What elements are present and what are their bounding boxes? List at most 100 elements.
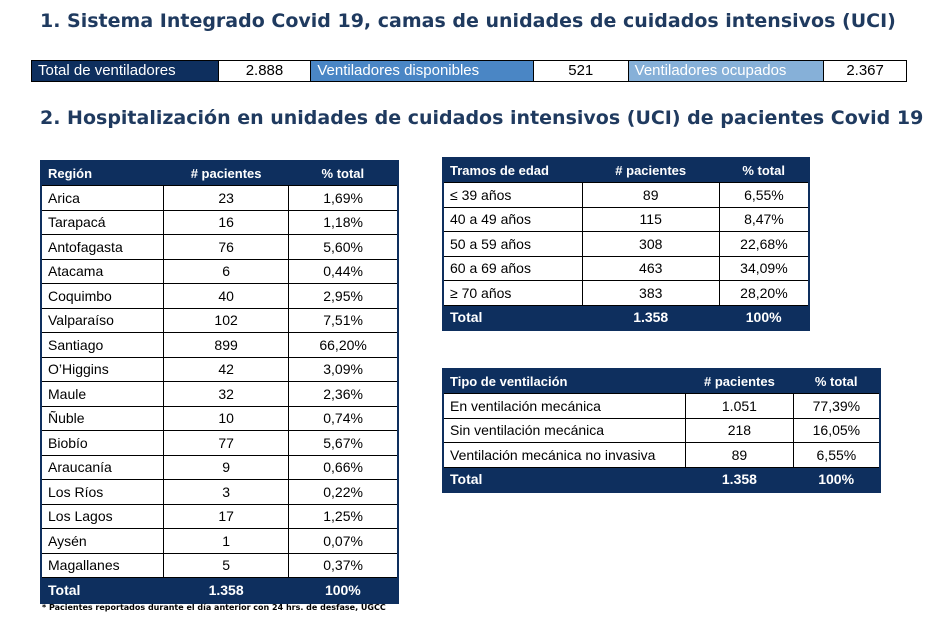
row-pacientes: 383 [581,280,720,306]
table-row: Arica 23 1,69% [40,185,399,211]
total-pacientes: 1.358 [163,577,289,603]
row-pacientes: 16 [162,209,290,235]
total-percent: 100% [719,305,809,330]
table-row: Coquimbo 40 2,95% [40,283,399,309]
ventiladores-ocupados-value: 2.367 [823,61,907,81]
total-row: Total 1.358 100% [41,577,398,603]
total-percent: 100% [793,467,880,492]
table-row: Atacama 6 0,44% [40,258,399,284]
total-row: Total 1.358 100% [443,305,809,330]
row-pacientes: 23 [162,185,290,211]
table-row: ≤ 39 años 89 6,55% [442,182,810,208]
edad-table: Tramos de edad # pacientes % total ≤ 39 … [442,157,810,331]
table-row: Los Lagos 17 1,25% [40,503,399,529]
total-label: Total [443,467,686,492]
row-pacientes: 89 [581,182,720,208]
row-percent: 0,07% [288,528,399,554]
row-percent: 28,20% [718,280,810,306]
row-pacientes: 899 [162,332,290,358]
row-pacientes: 77 [162,430,290,456]
table-row: Santiago 899 66,20% [40,332,399,358]
total-label: Total [41,577,164,603]
row-percent: 8,47% [718,206,810,232]
row-percent: 0,37% [288,552,399,578]
row-label: Araucanía [40,454,164,480]
section1-title: 1. Sistema Integrado Covid 19, camas de … [40,10,896,32]
header-tipo-ventilacion: Tipo de ventilación [443,369,686,394]
header-pacientes: # pacientes [685,369,794,394]
header-pacientes: # pacientes [163,161,289,186]
row-pacientes: 1.051 [685,393,794,419]
ventiladores-disponibles-label: Ventiladores disponibles [311,61,533,81]
total-percent: 100% [288,577,398,603]
ventiladores-ocupados-label: Ventiladores ocupados [628,61,824,81]
row-label: ≥ 70 años [442,280,583,306]
table-row: Tarapacá 16 1,18% [40,209,399,235]
table-row: Aysén 1 0,07% [40,528,399,554]
row-label: 60 a 69 años [442,255,583,281]
row-pacientes: 89 [685,442,794,468]
ventiladores-bar: Total de ventiladores 2.888 Ventiladores… [31,60,907,82]
header-pacientes: # pacientes [582,158,720,183]
row-percent: 16,05% [792,417,881,443]
row-label: 50 a 59 años [442,231,583,257]
table-row: 50 a 59 años 308 22,68% [442,231,810,257]
total-pacientes: 1.358 [685,467,794,492]
table-row: 40 a 49 años 115 8,47% [442,206,810,232]
table-row: Los Ríos 3 0,22% [40,479,399,505]
ventiladores-disponibles-value: 521 [532,61,629,81]
row-label: 40 a 49 años [442,206,583,232]
row-label: Maule [40,381,164,407]
row-label: Ñuble [40,405,164,431]
row-label: Aysén [40,528,164,554]
row-pacientes: 76 [162,234,290,260]
row-pacientes: 115 [581,206,720,232]
row-pacientes: 463 [581,255,720,281]
table-row: O’Higgins 42 3,09% [40,356,399,382]
row-pacientes: 1 [162,528,290,554]
total-ventiladores-label: Total de ventiladores [32,61,218,81]
row-label: Atacama [40,258,164,284]
total-ventiladores-value: 2.888 [217,61,312,81]
row-percent: 2,95% [288,283,399,309]
row-percent: 7,51% [288,307,399,333]
row-percent: 6,55% [718,182,810,208]
row-pacientes: 42 [162,356,290,382]
row-percent: 66,20% [288,332,399,358]
row-label: Antofagasta [40,234,164,260]
row-percent: 22,68% [718,231,810,257]
footnote: * Pacientes reportados durante el día an… [42,603,386,612]
row-percent: 0,66% [288,454,399,480]
row-percent: 1,18% [288,209,399,235]
row-percent: 5,67% [288,430,399,456]
total-pacientes: 1.358 [582,305,720,330]
row-label: Ventilación mecánica no invasiva [442,442,687,468]
table-row: Valparaíso 102 7,51% [40,307,399,333]
row-pacientes: 40 [162,283,290,309]
row-label: Los Lagos [40,503,164,529]
row-percent: 34,09% [718,255,810,281]
table-row: Magallanes 5 0,37% [40,552,399,578]
row-label: Sin ventilación mecánica [442,417,687,443]
row-percent: 5,60% [288,234,399,260]
row-label: ≤ 39 años [442,182,583,208]
row-pacientes: 9 [162,454,290,480]
row-percent: 1,69% [288,185,399,211]
ventilacion-table: Tipo de ventilación # pacientes % total … [442,368,881,493]
row-pacientes: 17 [162,503,290,529]
table-row: En ventilación mecánica 1.051 77,39% [442,393,881,419]
row-pacientes: 218 [685,417,794,443]
table-row: 60 a 69 años 463 34,09% [442,255,810,281]
table-row: Ventilación mecánica no invasiva 89 6,55% [442,442,881,468]
row-label: Magallanes [40,552,164,578]
table-row: Araucanía 9 0,66% [40,454,399,480]
row-percent: 0,22% [288,479,399,505]
table-row: Sin ventilación mecánica 218 16,05% [442,417,881,443]
table-row: Antofagasta 76 5,60% [40,234,399,260]
row-percent: 6,55% [792,442,881,468]
row-pacientes: 102 [162,307,290,333]
table-row: Ñuble 10 0,74% [40,405,399,431]
row-percent: 3,09% [288,356,399,382]
row-label: Valparaíso [40,307,164,333]
row-pacientes: 308 [581,231,720,257]
